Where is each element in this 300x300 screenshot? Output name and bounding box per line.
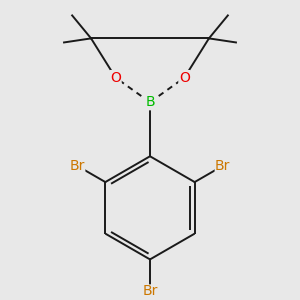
Text: Br: Br <box>142 284 158 298</box>
Text: Br: Br <box>70 159 86 173</box>
Text: B: B <box>145 95 155 109</box>
Text: O: O <box>110 71 121 85</box>
Text: Br: Br <box>214 159 230 173</box>
Text: O: O <box>179 71 190 85</box>
